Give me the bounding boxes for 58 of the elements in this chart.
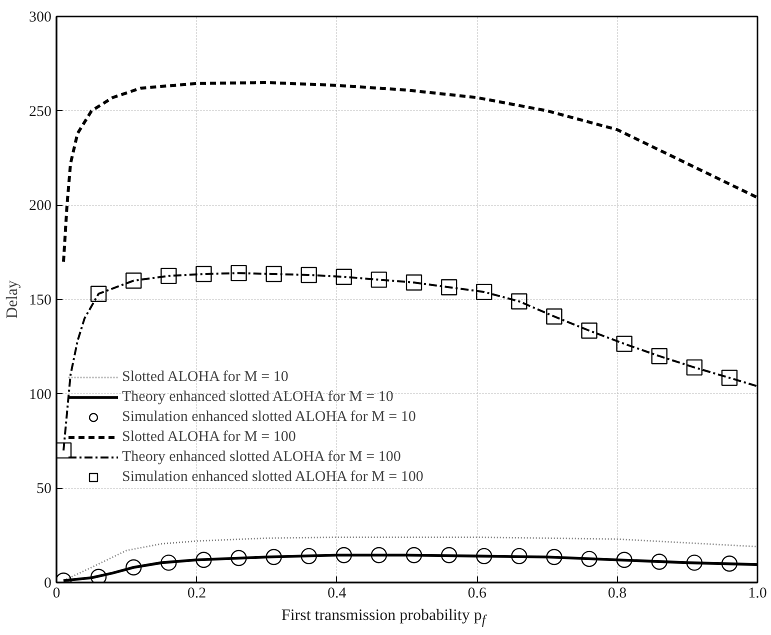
point (90, 286, 107, 302)
legend-label: Slotted ALOHA for M = 10 (122, 368, 288, 386)
point (230, 550, 247, 566)
y-tick-label: 50 (36, 481, 52, 498)
point (616, 552, 632, 568)
point (440, 279, 458, 296)
point (266, 548, 282, 566)
legend-label: Slotted ALOHA for M = 100 (122, 428, 296, 446)
y-tick-label: 0 (44, 576, 52, 592)
y-tick-label: 250 (29, 104, 52, 120)
point (126, 559, 142, 576)
point (581, 550, 598, 567)
point (406, 274, 422, 291)
x-tick-label: 0.6 (468, 586, 487, 602)
point (300, 548, 317, 564)
y-axis-title: Delay (4, 280, 21, 319)
legend-label: Simulation enhanced slotted ALOHA for M = 10 (122, 408, 416, 426)
point (56, 442, 72, 459)
legend-label: Theory enhanced slotted ALOHA for M = 100 (122, 448, 401, 466)
point (511, 293, 528, 310)
point (370, 272, 388, 288)
x-tick-label: 0.4 (328, 586, 347, 602)
point (336, 547, 352, 564)
point (476, 284, 492, 300)
y-tick-label: 100 (29, 386, 52, 403)
point (406, 547, 422, 564)
point (126, 272, 142, 289)
point (581, 322, 598, 339)
point (721, 370, 738, 386)
point (616, 336, 632, 352)
point (266, 266, 282, 282)
x-tick-label: 0.8 (608, 586, 627, 602)
point (721, 556, 738, 572)
x-tick-label: 0.2 (187, 586, 206, 602)
point (196, 552, 212, 568)
x-tick-label: 1.0 (748, 586, 767, 602)
point (196, 266, 212, 282)
y-tick-label: 200 (29, 198, 52, 214)
point (440, 547, 458, 564)
point (686, 359, 703, 376)
point (651, 348, 668, 364)
point (686, 554, 703, 571)
legend-label: Simulation enhanced slotted ALOHA for M = 100 (122, 468, 424, 486)
point (370, 547, 388, 564)
point (651, 554, 668, 570)
point (546, 308, 562, 325)
point (546, 548, 562, 566)
point (511, 548, 528, 564)
legend-label: Theory enhanced slotted ALOHA for M = 10 (122, 388, 394, 406)
point (300, 266, 317, 284)
point (160, 554, 177, 571)
point (476, 548, 492, 564)
y-tick-label: 150 (29, 292, 52, 308)
y-tick-label: 300 (29, 10, 52, 26)
x-axis-title: First transmission probability p$_{f}$ (281, 606, 486, 630)
point (160, 268, 177, 284)
point (336, 268, 352, 285)
point (230, 264, 247, 282)
